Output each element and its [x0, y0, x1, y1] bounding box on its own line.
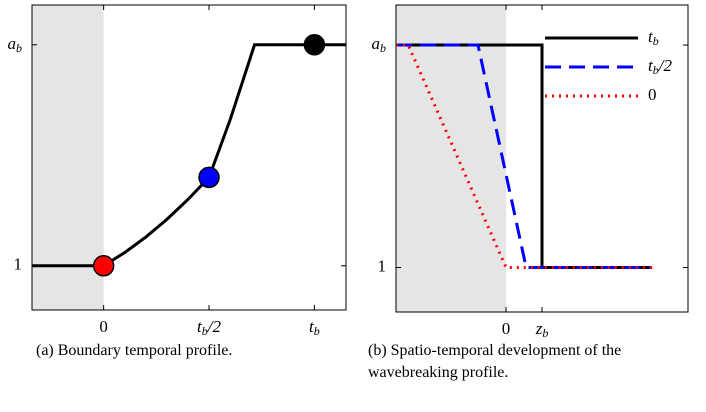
line-series — [396, 43, 653, 270]
point — [198, 166, 220, 189]
y-tick-label: 1 — [14, 255, 23, 274]
caption: (b) Spatio-temporal development of the w… — [368, 342, 622, 381]
x-tick-label: 0 — [502, 319, 511, 338]
shaded-region — [32, 5, 104, 310]
y-tick-label: 1 — [378, 256, 387, 275]
y-tick-label: ab — [372, 34, 387, 55]
plot-frame — [395, 4, 689, 313]
x-tick-label: zb — [535, 319, 549, 340]
shaded-region — [396, 5, 507, 312]
legend-label: 0 — [648, 85, 657, 104]
legend-label: tb/2 — [648, 56, 672, 77]
x-tick-label: 0 — [99, 317, 108, 336]
line-series — [32, 43, 346, 268]
point — [92, 255, 115, 277]
legend-label: tb — [648, 27, 659, 48]
point — [303, 34, 326, 56]
caption: (a) Boundary temporal profile. — [36, 342, 233, 359]
chart: 0 tb/2 tb 1 ab 0 zb 1 ab tb tb/2 0 — [8, 4, 689, 340]
line-series — [396, 43, 653, 270]
x-tick-label: tb — [309, 317, 320, 338]
y-tick-label: ab — [8, 34, 23, 55]
plot-frame — [31, 4, 347, 311]
x-tick-label: tb/2 — [197, 317, 221, 338]
